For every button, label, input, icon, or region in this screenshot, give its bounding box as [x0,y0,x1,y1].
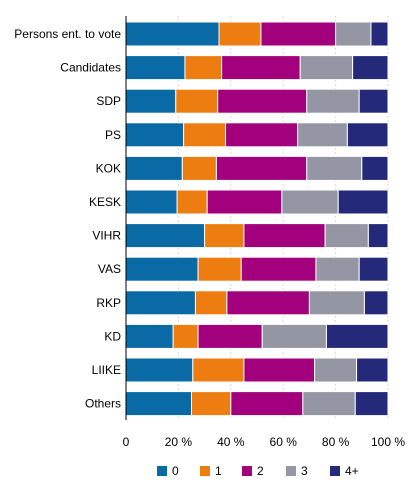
bar-segment-2 [243,223,326,249]
bar-segment-1 [204,223,245,249]
x-tick-label: 60 % [270,435,298,449]
bar-segment-3 [306,88,360,114]
bars [125,21,389,417]
bar-segment-0 [125,88,177,114]
bar-segment-3 [324,223,369,249]
bar-segment-2 [240,256,317,282]
legend-label: 1 [215,464,222,478]
legend-swatch [200,466,210,476]
bar-segment-3 [314,357,358,383]
category-label: KD [104,329,121,343]
bar-segment-4plus [356,357,389,383]
category-label: VAS [98,262,121,276]
bar-segment-2 [197,323,263,349]
bar-segment-2 [230,391,304,417]
category-label: KESK [89,195,121,209]
bar-segment-2 [226,290,310,316]
bar-segment-4plus [346,122,389,148]
bar-segment-4plus [352,55,389,81]
bar-segment-1 [183,122,227,148]
category-label: LIIKE [92,363,121,377]
bar-segment-4plus [361,155,389,181]
bar-segment-0 [125,155,183,181]
bar-segment-1 [172,323,199,349]
bar-segment-0 [125,55,186,81]
legend-swatch [330,466,340,476]
category-labels: Persons ent. to vote Candidates SDP PS KOK KE… [14,27,121,411]
category-label: VIHR [92,229,121,243]
bar-segment-4plus [354,391,389,417]
category-label: KOK [96,161,121,175]
category-label: PS [105,128,121,142]
bar-segment-3 [297,122,348,148]
bar-segment-3 [299,55,354,81]
x-tick-label: 0 [123,435,130,449]
bar-segment-3 [281,189,339,215]
bar-segment-2 [243,357,316,383]
bar-segment-0 [125,223,206,249]
bar-segment-2 [260,21,337,47]
bar-segment-1 [218,21,262,47]
bar-segment-2 [221,55,301,81]
bar-segment-0 [125,391,192,417]
bar-segment-3 [308,290,365,316]
legend-swatch [286,466,296,476]
bar-segment-0 [125,323,174,349]
category-label: Persons ent. to vote [14,27,121,41]
bar-segment-1 [181,155,217,181]
bar-segment-4plus [367,223,389,249]
bar-segment-0 [125,122,185,148]
category-label: Others [85,397,121,411]
bar-segment-1 [176,189,208,215]
bar-segment-2 [217,88,308,114]
bar-segment-2 [215,155,308,181]
bar-segment-2 [206,189,283,215]
bar-segment-0 [125,256,199,282]
category-label: SDP [96,94,121,108]
bar-segment-4plus [363,290,389,316]
gridlines [177,16,389,420]
legend-label: 3 [301,464,308,478]
bar-segment-3 [302,391,356,417]
bar-segment-0 [125,357,194,383]
bar-segment-3 [261,323,327,349]
bar-segment-3 [335,21,372,47]
legend: 0 1 2 3 4+ [157,464,359,478]
x-tick-label: 20 % [165,435,193,449]
bar-segment-0 [125,189,178,215]
x-tick-label: 80 % [322,435,350,449]
bar-segment-1 [191,391,232,417]
legend-label: 4+ [345,464,359,478]
legend-label: 2 [257,464,264,478]
bar-segment-1 [192,357,245,383]
bar-segment-4plus [358,88,389,114]
x-tick-label: 100 % [371,435,405,449]
bar-segment-4plus [325,323,389,349]
x-axis: 0 20 % 40 % 60 % 80 % 100 % [123,16,405,449]
bar-segment-3 [315,256,360,282]
bar-segment-0 [125,290,196,316]
bar-segment-1 [197,256,242,282]
legend-swatch [242,466,252,476]
bar-segment-4plus [337,189,389,215]
bar-segment-1 [184,55,223,81]
bar-segment-1 [175,88,219,114]
bar-segment-1 [194,290,228,316]
bar-segment-4plus [358,256,389,282]
category-label: RKP [96,296,121,310]
bar-segment-4plus [370,21,389,47]
x-tick-label: 40 % [217,435,245,449]
bar-segment-3 [306,155,363,181]
legend-label: 0 [172,464,179,478]
category-label: Candidates [60,61,121,75]
legend-swatch [157,466,167,476]
bar-segment-2 [225,122,299,148]
bar-segment-0 [125,21,220,47]
